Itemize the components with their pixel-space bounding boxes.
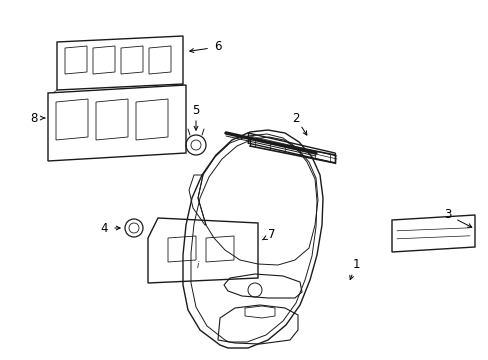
Text: 6: 6	[214, 40, 221, 54]
Text: 8: 8	[30, 112, 38, 125]
Text: 4: 4	[100, 221, 107, 234]
Text: 5: 5	[192, 104, 199, 117]
Text: 3: 3	[444, 208, 451, 221]
Text: 1: 1	[351, 258, 359, 271]
Text: i: i	[196, 261, 198, 270]
Text: 2: 2	[292, 112, 299, 125]
Text: 7: 7	[268, 229, 275, 242]
